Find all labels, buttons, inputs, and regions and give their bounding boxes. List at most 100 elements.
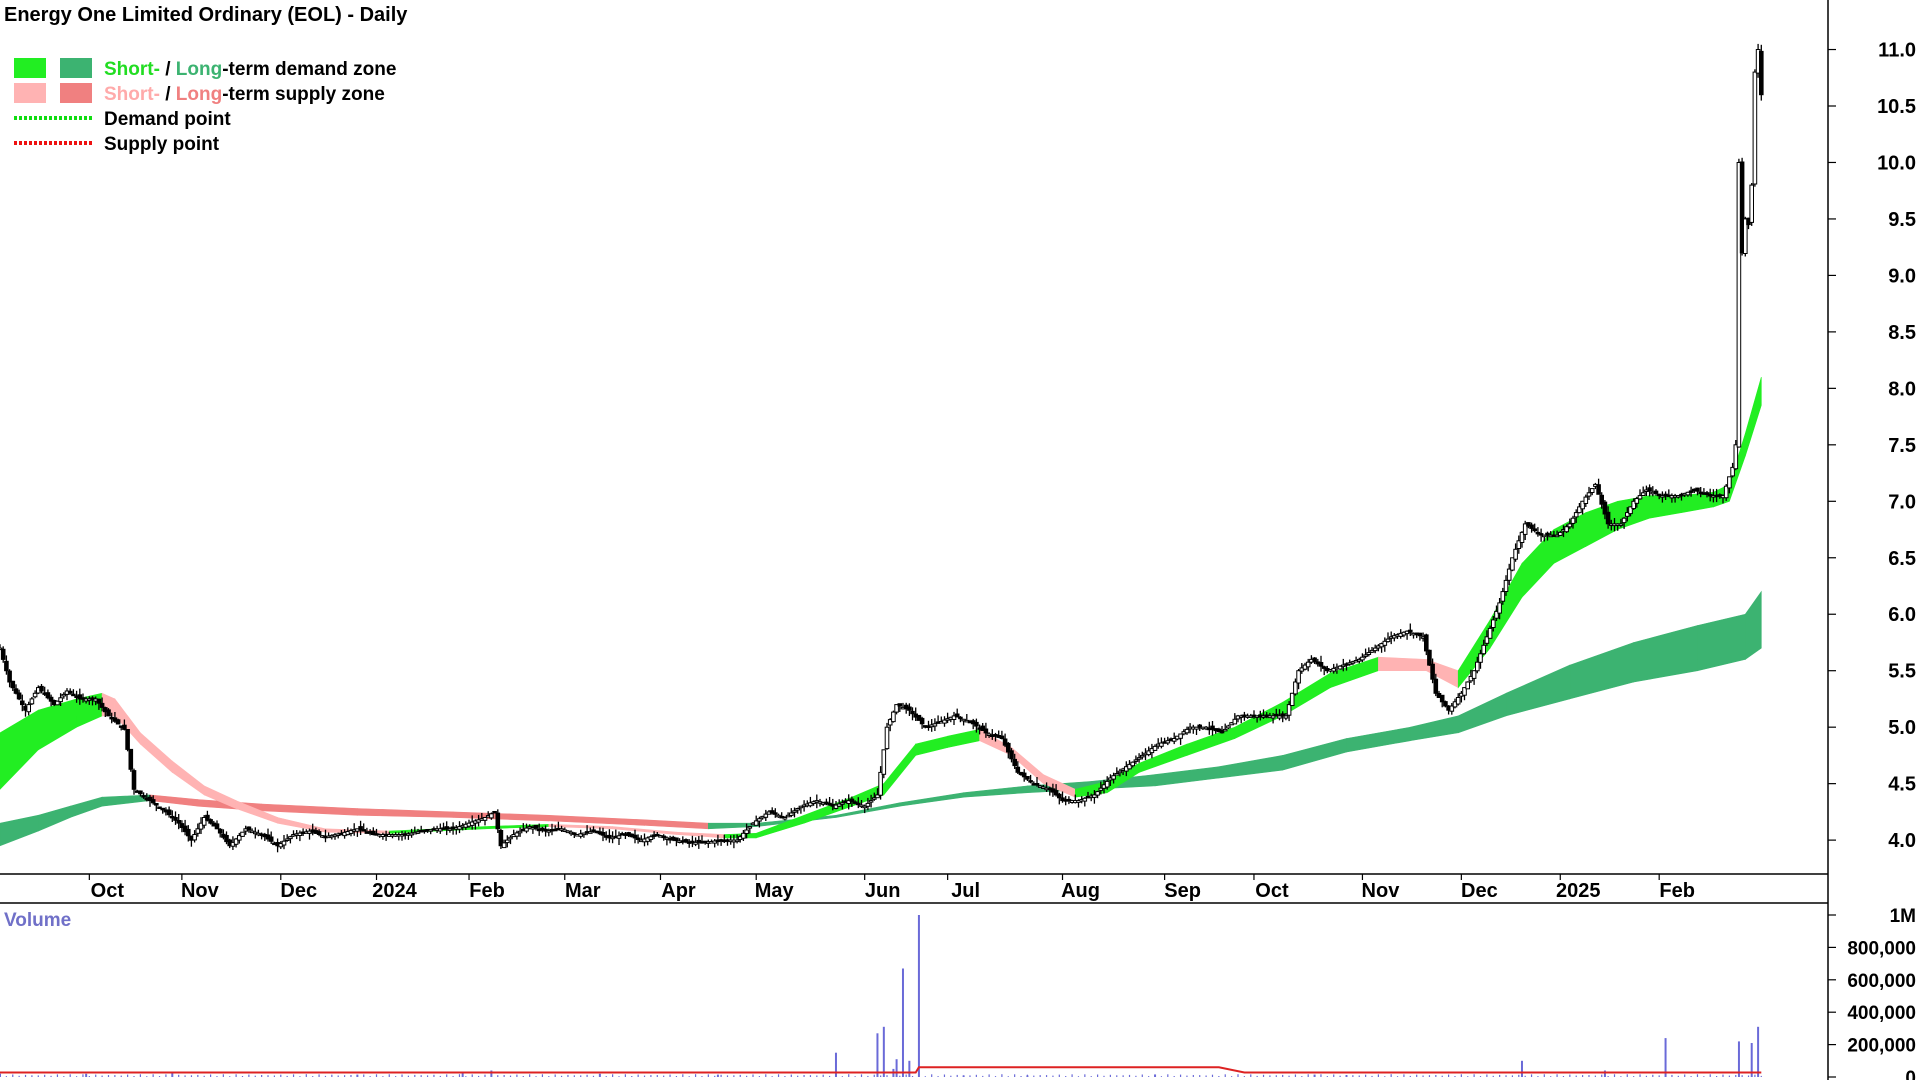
short-term-zone-segment — [1745, 377, 1762, 457]
long-term-zone-segment — [963, 785, 1028, 798]
candle-body — [753, 820, 759, 826]
candle-body — [747, 826, 753, 829]
candle-body — [192, 834, 197, 841]
short-term-zone-segment — [37, 698, 77, 751]
candle-body — [29, 698, 35, 705]
candle-body — [1002, 738, 1008, 746]
short-term-zone-segment — [1521, 528, 1555, 599]
time-tick-label: Aug — [1061, 880, 1100, 902]
candle-body — [1382, 640, 1388, 646]
candle-body — [240, 831, 245, 837]
candle-body — [1028, 780, 1033, 783]
candle-body — [1727, 476, 1732, 489]
candle-body — [514, 832, 520, 837]
chart-title: Energy One Limited Ordinary (EOL) - Dail… — [4, 4, 408, 26]
candle-body — [415, 831, 421, 834]
legend-label-part: Long — [176, 59, 222, 80]
candle-body — [1660, 495, 1665, 498]
candle-body — [208, 819, 213, 824]
candle-body — [1723, 485, 1729, 499]
candle-body — [1631, 500, 1637, 509]
candle-body — [58, 697, 63, 703]
candle-body — [39, 685, 44, 692]
long-term-zone-segment — [1505, 664, 1571, 717]
candle-body — [1685, 491, 1691, 496]
time-tick-label: Dec — [1461, 880, 1498, 902]
candle-body — [1577, 506, 1582, 514]
candle-body — [492, 811, 497, 814]
candle-body — [186, 828, 191, 837]
candle-body — [1497, 602, 1502, 614]
candle-body — [591, 829, 596, 832]
candle-body — [1104, 780, 1110, 788]
legend-label: Demand point — [104, 109, 231, 130]
candle-body — [1589, 488, 1595, 494]
short-term-zone-segment — [915, 735, 948, 756]
candle-body — [1637, 495, 1643, 500]
candle-body — [1034, 783, 1040, 786]
candle-body — [106, 709, 111, 717]
candle-body — [1296, 670, 1301, 684]
candle-body — [884, 726, 890, 750]
candle-body — [1602, 501, 1608, 515]
candle-body — [1522, 523, 1528, 535]
candle-body — [281, 840, 287, 846]
candle-body — [1510, 557, 1515, 571]
candle-body — [1583, 496, 1589, 505]
candle-body — [1392, 635, 1397, 639]
candle-body — [495, 812, 501, 830]
candle-body — [246, 826, 252, 831]
candle-body — [1625, 512, 1630, 517]
candle-body — [1372, 647, 1378, 652]
time-tick-label: Oct — [1255, 880, 1289, 902]
candle-body — [881, 749, 887, 775]
candle-body — [205, 814, 210, 821]
candle-body — [763, 813, 769, 818]
long-term-zone-segment — [69, 796, 103, 818]
candle-body — [840, 802, 845, 805]
time-tick-label: Jun — [865, 880, 901, 902]
candle-body — [1408, 629, 1413, 633]
candle-body — [632, 834, 638, 839]
candle-body — [20, 700, 25, 706]
candle-body — [498, 830, 504, 847]
candle-body — [954, 713, 960, 718]
candle-body — [1341, 664, 1346, 668]
short-term-zone-segment — [277, 817, 326, 833]
candle-body — [1015, 766, 1021, 773]
candle-body — [833, 804, 839, 809]
candle-body — [482, 817, 488, 821]
candle-body — [894, 704, 899, 713]
time-tick-label: Sep — [1164, 880, 1201, 902]
candle-body — [138, 790, 143, 795]
candle-body — [907, 706, 912, 711]
candle-body — [1739, 161, 1745, 254]
volume-average-line — [0, 1066, 1762, 1074]
candle-body — [1280, 713, 1286, 717]
candle-body — [1558, 531, 1563, 536]
candle-body — [1197, 724, 1203, 728]
candle-body — [1532, 528, 1538, 532]
candle-body — [316, 831, 322, 835]
legend-label: Short- / Long-term supply zone — [104, 84, 385, 105]
candle-body — [160, 807, 165, 811]
candle-body — [1743, 218, 1748, 254]
candle-body — [1529, 524, 1534, 529]
long_demand-swatch — [60, 58, 92, 78]
candle-body — [1506, 568, 1512, 581]
short-term-zone-segment — [172, 760, 205, 796]
candle-body — [958, 716, 963, 720]
candle-body — [128, 748, 134, 770]
candle-body — [115, 719, 121, 725]
candle-body — [1519, 531, 1525, 544]
candle-body — [1369, 649, 1375, 653]
candle-body — [1219, 730, 1225, 734]
legend-label-part: Demand point — [104, 109, 231, 130]
candle-body — [1465, 681, 1471, 690]
candle-body — [744, 829, 749, 834]
candle-body — [808, 802, 813, 807]
candle-body — [1586, 492, 1592, 497]
candle-body — [1443, 701, 1448, 707]
candle-body — [45, 692, 51, 699]
